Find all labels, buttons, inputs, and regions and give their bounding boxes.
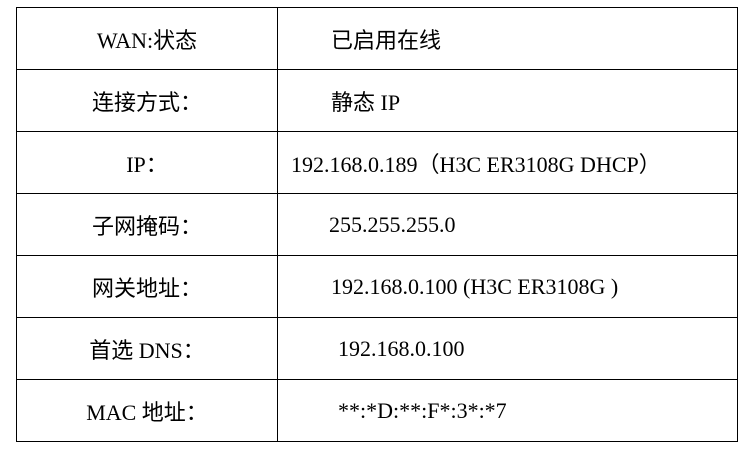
row-value: 192.168.0.189（H3C ER3108G DHCP） — [277, 131, 738, 194]
row-label: 网关地址： — [16, 255, 278, 318]
row-label: IP： — [16, 131, 278, 194]
row-value: **:*D:**:F*:3*:*7 — [277, 379, 738, 442]
row-label: 子网掩码： — [16, 193, 278, 256]
row-value: 192.168.0.100 — [277, 317, 738, 380]
row-value: 已启用在线 — [277, 7, 738, 70]
row-value: 192.168.0.100 (H3C ER3108G ) — [277, 255, 738, 318]
row-value: 静态 IP — [277, 69, 738, 132]
table-row: MAC 地址： **:*D:**:F*:3*:*7 — [16, 379, 738, 442]
row-label: 首选 DNS： — [16, 317, 278, 380]
table-row: 子网掩码： 255.255.255.0 — [16, 193, 738, 256]
table-row: WAN:状态 已启用在线 — [16, 7, 738, 70]
table-row: IP： 192.168.0.189（H3C ER3108G DHCP） — [16, 131, 738, 194]
row-label: 连接方式： — [16, 69, 278, 132]
row-label: MAC 地址： — [16, 379, 278, 442]
wan-status-table: WAN:状态 已启用在线 连接方式： 静态 IP IP： 192.168.0.189（… — [16, 7, 738, 442]
table-row: 连接方式： 静态 IP — [16, 69, 738, 132]
table-row: 首选 DNS： 192.168.0.100 — [16, 317, 738, 380]
row-value: 255.255.255.0 — [277, 193, 738, 256]
row-label: WAN:状态 — [16, 7, 278, 70]
table-row: 网关地址： 192.168.0.100 (H3C ER3108G ) — [16, 255, 738, 318]
